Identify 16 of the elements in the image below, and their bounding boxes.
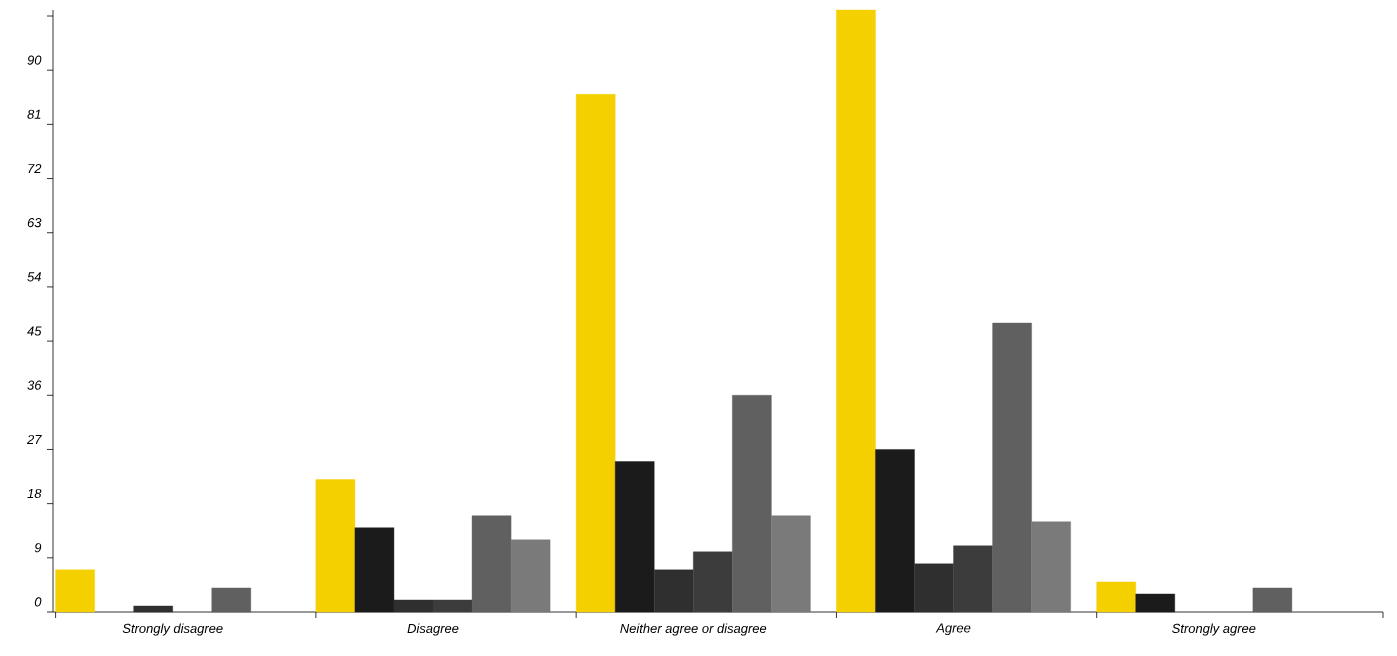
y-tick-label: 63 — [27, 218, 42, 228]
x-tick-label: Strongly agree — [1172, 623, 1256, 636]
y-tick-label: 45 — [27, 326, 42, 336]
y-tick-label: 36 — [27, 380, 42, 390]
y-tick-label: 72 — [28, 163, 42, 174]
y-tick-label: 90 — [27, 55, 42, 65]
y-tick-label: 54 — [27, 272, 41, 282]
y-tick-label: 27 — [27, 434, 42, 444]
y-tick-label: 81 — [27, 109, 41, 119]
y-tick-label: 0 — [34, 597, 42, 607]
x-tick-label: Agree — [935, 623, 971, 636]
x-tick-label: Neither agree or disagree — [620, 623, 767, 636]
y-tick-label: 18 — [27, 488, 42, 499]
x-tick-label: Strongly disagree — [122, 623, 223, 636]
x-tick-label: Disagree — [407, 623, 459, 636]
y-tick-label: 9 — [34, 543, 42, 553]
